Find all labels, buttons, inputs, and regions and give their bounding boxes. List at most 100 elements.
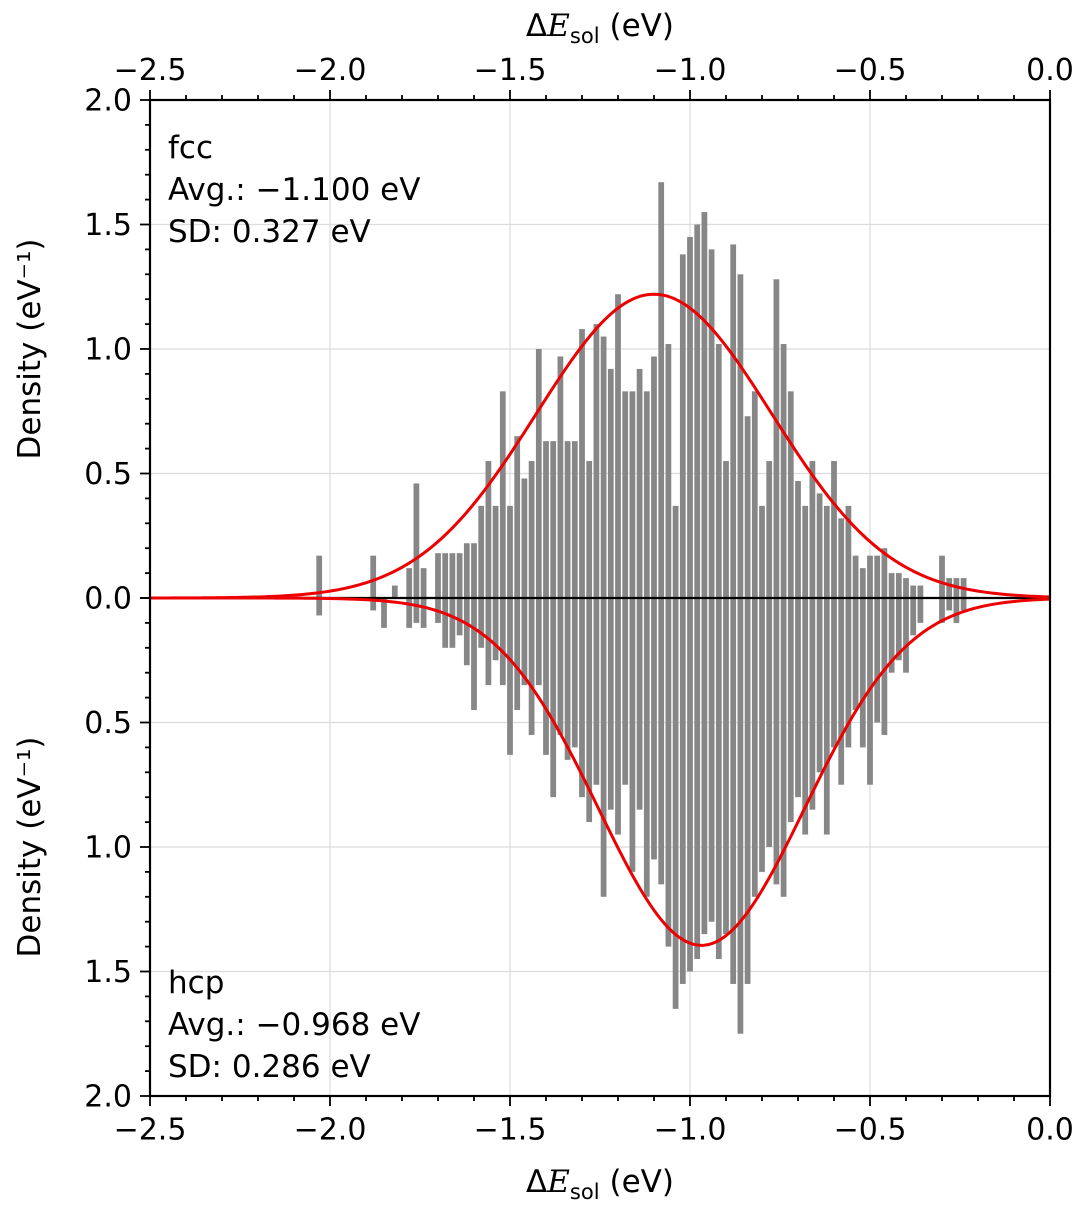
histogram-bar [802, 505, 809, 598]
histogram-bar [406, 598, 413, 628]
histogram-bar [665, 598, 672, 947]
xlabel-subscript: sol [569, 23, 600, 49]
histogram-bar [622, 598, 629, 785]
histogram-bar [816, 493, 823, 598]
histogram-bar [406, 568, 413, 598]
histogram-bar [867, 555, 873, 598]
fcc-label: fcc [168, 130, 214, 166]
histogram-bar [809, 461, 816, 598]
histogram-bar [910, 598, 917, 636]
histogram-bar [579, 598, 585, 798]
histogram-bar [543, 598, 549, 755]
histogram-bar [316, 555, 323, 598]
histogram-bar [478, 598, 485, 648]
histogram-bar [895, 598, 902, 661]
histogram-bar [651, 598, 657, 860]
histogram-bar [499, 598, 506, 686]
histogram-bar [881, 598, 888, 735]
histogram-bar [874, 598, 881, 723]
histogram-bar [751, 598, 758, 897]
histogram-bar [622, 391, 629, 598]
histogram-bar [795, 480, 801, 598]
histogram-bar [463, 598, 470, 666]
y-tick-label: 2.0 [84, 84, 132, 119]
histogram-bar [701, 212, 708, 599]
hcp-density-curve [150, 596, 1051, 947]
y-tick-label: 1.5 [84, 208, 132, 243]
fcc-histogram-bars [316, 182, 967, 599]
y-tick-label: 1.5 [84, 955, 132, 990]
histogram-bar [636, 598, 643, 810]
histogram-bar [845, 598, 852, 748]
fcc-density-curve [149, 292, 1051, 600]
x-tick-label-bottom: −1.5 [474, 1113, 547, 1148]
histogram-bar [888, 598, 895, 673]
histogram-bar [852, 555, 859, 598]
histogram-bar [838, 598, 845, 785]
histogram-bar [514, 436, 521, 598]
histogram-bar [381, 598, 387, 628]
histogram-bar [715, 344, 722, 598]
histogram-bar [370, 598, 377, 611]
histogram-bar [514, 598, 521, 711]
histogram-bar [593, 324, 600, 598]
y-tick-label: 0.0 [84, 582, 132, 617]
histogram-bar [564, 441, 571, 598]
histogram-bar [471, 543, 477, 598]
tick-marks [140, 90, 1051, 1106]
histogram-bar [507, 505, 513, 598]
histogram-bar [593, 598, 600, 785]
histogram-bar [391, 585, 398, 598]
histogram-bar [946, 598, 953, 611]
histogram-bar [507, 598, 513, 755]
histogram-bar [795, 598, 801, 798]
histogram-bar [528, 461, 535, 598]
x-tick-label-top: −1.0 [654, 53, 727, 88]
y-tick-label: 1.0 [84, 333, 132, 368]
histogram-bar [535, 598, 542, 686]
histogram-bar [672, 505, 679, 598]
histogram-bar [478, 505, 485, 598]
histogram-bar [687, 598, 693, 972]
histogram-bar [442, 553, 449, 598]
hcp-average: Avg.: −0.968 eV [168, 1007, 421, 1043]
histogram-bar [708, 249, 715, 598]
histogram-bar [629, 598, 636, 872]
hcp-annotation: hcp Avg.: −0.968 eV SD: 0.286 eV [168, 962, 420, 1088]
histogram-bar [586, 461, 593, 598]
histogram-bar [607, 368, 614, 598]
histogram-bar [773, 279, 780, 598]
y-tick-label: 0.5 [84, 457, 132, 492]
histogram-bar [708, 598, 715, 922]
histogram-bar [895, 573, 902, 598]
x-tick-label-bottom: −2.0 [294, 1113, 367, 1148]
histogram-bar [485, 461, 492, 598]
histogram-bar [420, 598, 427, 628]
histogram-bar [773, 598, 780, 885]
histogram-bar [859, 598, 866, 748]
histogram-bar [615, 598, 621, 835]
histogram-bar [564, 598, 571, 760]
x-axis-title-bottom: ΔEsol (eV) [526, 1164, 674, 1204]
histogram-bar [550, 598, 557, 798]
xlabel-units: (eV) [599, 1164, 674, 1200]
histogram-bar [636, 368, 643, 598]
histogram-bar [881, 548, 888, 598]
histogram-bar [557, 356, 564, 598]
histogram-bar [939, 598, 945, 623]
xlabel-symbol: E [547, 1164, 570, 1200]
histogram-bar [903, 598, 909, 673]
histogram-bar [665, 344, 672, 598]
histogram-bar [579, 329, 585, 598]
xlabel-delta: Δ [526, 8, 548, 44]
histogram-bar [888, 573, 895, 598]
histogram-bar [643, 391, 650, 598]
fcc-annotation: fcc Avg.: −1.100 eV SD: 0.327 eV [168, 127, 420, 253]
histogram-bar [435, 553, 441, 598]
histogram-bar [629, 391, 636, 598]
histogram-bar [737, 274, 744, 598]
xlabel-units: (eV) [599, 8, 674, 44]
fcc-average: Avg.: −1.100 eV [168, 172, 421, 208]
